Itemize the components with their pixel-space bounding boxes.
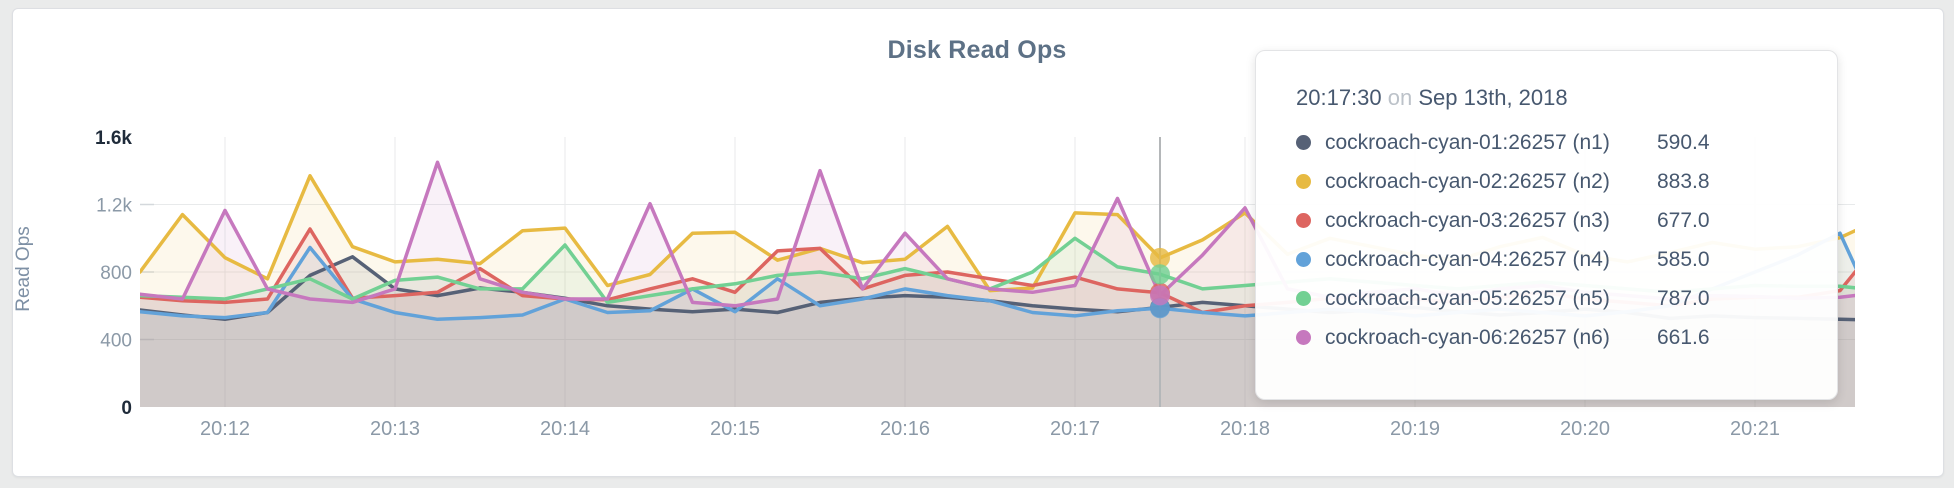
tooltip-date: Sep 13th, 2018	[1418, 85, 1568, 110]
series-label: cockroach-cyan-04:26257 (n4)	[1325, 247, 1610, 271]
x-tick-label: 20:12	[200, 418, 250, 440]
series-label: cockroach-cyan-03:26257 (n3)	[1325, 208, 1610, 232]
tooltip-rows: cockroach-cyan-01:26257 (n1) 590.4 cockroa…	[1296, 123, 1807, 357]
x-tick-label: 20:15	[710, 418, 760, 440]
series-color-bullet-icon	[1296, 174, 1311, 189]
y-tick-label: 1.2k	[96, 196, 132, 217]
series-color-bullet-icon	[1296, 213, 1311, 228]
series-label: cockroach-cyan-02:26257 (n2)	[1325, 169, 1610, 193]
tooltip-timestamp: 20:17:30 on Sep 13th, 2018	[1296, 85, 1807, 111]
y-tick-label: 400	[100, 331, 132, 352]
tooltip-time: 20:17:30	[1296, 85, 1382, 110]
series-value: 787.0	[1657, 286, 1710, 310]
y-tick-label: 1.6k	[95, 128, 132, 149]
tooltip-connector: on	[1387, 85, 1413, 110]
hover-tooltip: 20:17:30 on Sep 13th, 2018 cockroach-cya…	[1255, 50, 1838, 400]
x-tick-label: 20:17	[1050, 418, 1100, 440]
tooltip-series-row: cockroach-cyan-06:26257 (n6) 661.6	[1296, 318, 1807, 357]
x-tick-label: 20:13	[370, 418, 420, 440]
series-value: 585.0	[1657, 247, 1710, 271]
tooltip-series-row: cockroach-cyan-05:26257 (n5) 787.0	[1296, 279, 1807, 318]
tooltip-series-row: cockroach-cyan-01:26257 (n1) 590.4	[1296, 123, 1807, 162]
x-tick-label: 20:14	[540, 418, 590, 440]
x-tick-label: 20:20	[1560, 418, 1610, 440]
series-value: 883.8	[1657, 169, 1710, 193]
chart-title: Disk Read Ops	[887, 36, 1067, 64]
tooltip-series-row: cockroach-cyan-04:26257 (n4) 585.0	[1296, 240, 1807, 279]
series-color-bullet-icon	[1296, 291, 1311, 306]
series-color-bullet-icon	[1296, 252, 1311, 267]
y-tick-label: 800	[100, 263, 132, 284]
x-tick-label: 20:16	[880, 418, 930, 440]
x-tick-label: 20:21	[1730, 418, 1780, 440]
y-tick-label: 0	[121, 398, 132, 419]
axis-label-layer: 20:12 20:13 20:14 20:15 20:16 20:17 20:18 20:19…	[95, 128, 1780, 440]
x-tick-label: 20:18	[1220, 418, 1270, 440]
series-value: 590.4	[1657, 130, 1710, 154]
series-color-bullet-icon	[1296, 330, 1311, 345]
x-tick-label: 20:19	[1390, 418, 1440, 440]
series-value: 677.0	[1657, 208, 1710, 232]
series-value: 661.6	[1657, 325, 1710, 349]
series-color-bullet-icon	[1296, 135, 1311, 150]
crosshair-layer	[1150, 137, 1170, 407]
hover-dot-n2	[1150, 247, 1170, 268]
hover-dot-n6	[1150, 285, 1170, 306]
series-label: cockroach-cyan-06:26257 (n6)	[1325, 325, 1610, 349]
series-label: cockroach-cyan-05:26257 (n5)	[1325, 286, 1610, 310]
hover-dot-n5	[1150, 264, 1170, 285]
series-label: cockroach-cyan-01:26257 (n1)	[1325, 130, 1610, 154]
tooltip-series-row: cockroach-cyan-03:26257 (n3) 677.0	[1296, 201, 1807, 240]
tooltip-series-row: cockroach-cyan-02:26257 (n2) 883.8	[1296, 162, 1807, 201]
